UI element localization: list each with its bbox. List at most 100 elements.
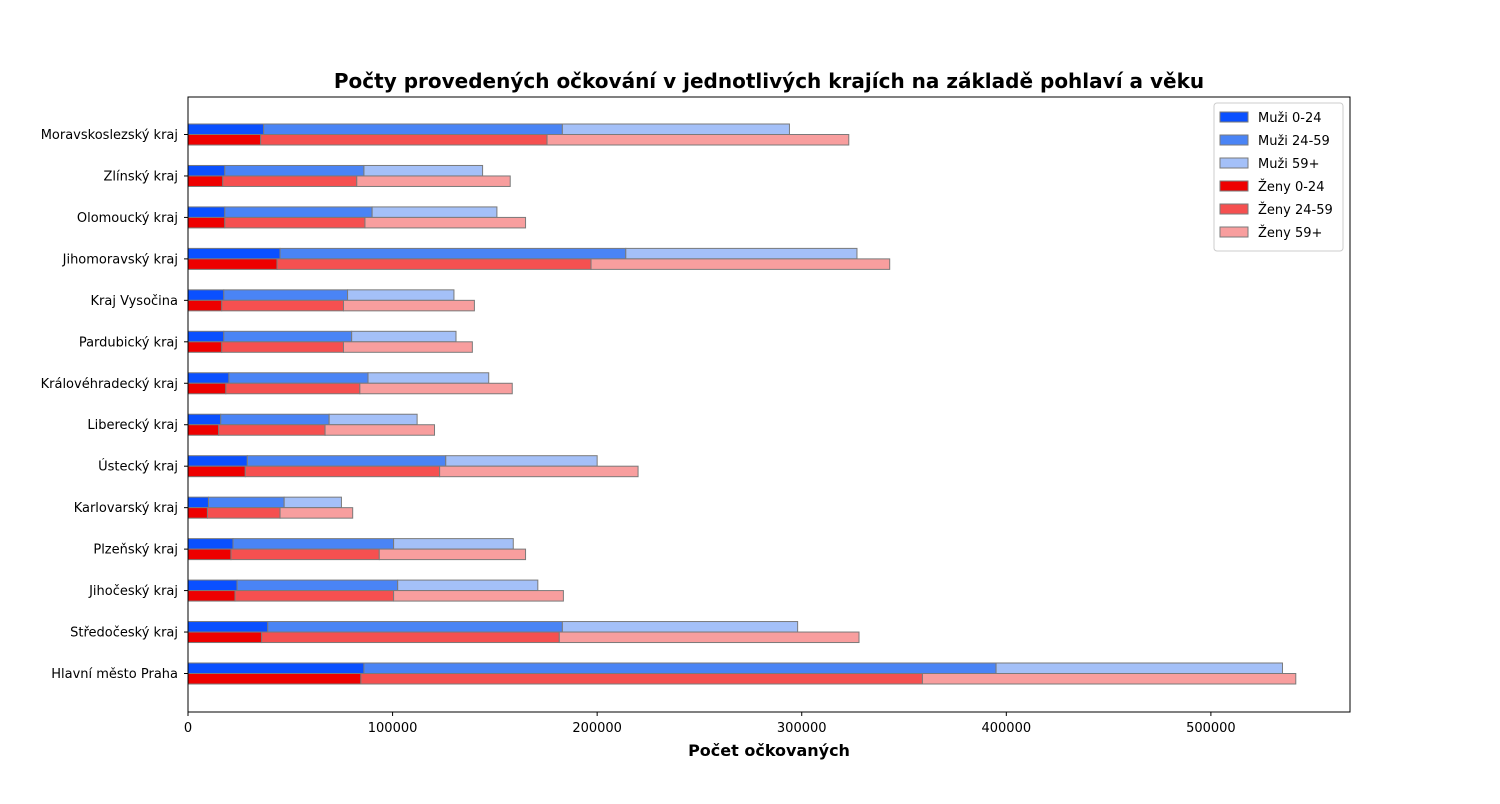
bar-ženy-24-59-7 [218, 424, 326, 436]
bar-muži-24-59-8 [246, 455, 447, 467]
bar-muži-24-59-4 [223, 289, 349, 301]
y-tick-label: Středočeský kraj [70, 626, 178, 641]
bar-muži-0-24-7 [187, 413, 222, 426]
bar-ženy-59-2 [364, 216, 527, 229]
bar-ženy-59-0 [546, 134, 850, 146]
x-tick-label: 200000 [572, 721, 622, 736]
y-tick-label: Karlovarský kraj [74, 501, 178, 516]
bar-ženy-0-24-0 [187, 134, 262, 146]
bar-ženy-59-9 [279, 507, 354, 519]
bar-ženy-24-59-8 [244, 465, 441, 478]
bar-ženy-24-59-5 [221, 341, 344, 353]
bar-ženy-24-59-13 [360, 673, 923, 685]
y-tick-label: Liberecký kraj [87, 418, 178, 433]
bar-ženy-24-59-2 [224, 216, 366, 229]
bar-muži-59-10 [393, 538, 514, 550]
bar-muži-24-59-13 [363, 662, 997, 674]
bar-ženy-59-4 [342, 299, 475, 312]
x-axis-label: Počet očkovaných [688, 741, 850, 760]
bar-ženy-59-3 [590, 258, 891, 270]
x-tick-label: 400000 [981, 721, 1031, 736]
bar-muži-0-24-0 [187, 123, 265, 135]
y-tick-label: Moravskoslezský kraj [41, 128, 178, 143]
bar-muži-0-24-4 [187, 289, 225, 301]
y-tick-label: Olomoucký kraj [77, 211, 178, 226]
chart-title: Počty provedených očkování v jednotlivýc… [334, 69, 1204, 93]
bar-muži-24-59-6 [228, 372, 369, 384]
bar-ženy-59-1 [356, 175, 511, 187]
bar-ženy-0-24-4 [187, 299, 223, 312]
y-tick-label: Plzeňský kraj [93, 543, 178, 558]
bar-ženy-0-24-6 [187, 382, 227, 395]
bar-muži-0-24-1 [187, 164, 226, 177]
bar-ženy-0-24-3 [187, 258, 278, 270]
bar-ženy-24-59-11 [234, 590, 395, 602]
bar-muži-24-59-0 [263, 123, 563, 135]
bar-ženy-24-59-0 [260, 134, 548, 146]
bar-muži-59-8 [445, 455, 598, 467]
plot-frame [187, 96, 1351, 713]
x-tick-label: 0 [184, 721, 192, 736]
bar-muži-59-13 [995, 662, 1283, 674]
legend-swatch [1219, 134, 1249, 146]
bar-muži-0-24-10 [187, 538, 234, 550]
bar-ženy-24-59-3 [276, 258, 592, 270]
bar-muži-24-59-2 [224, 206, 373, 218]
bar-ženy-59-10 [378, 548, 527, 561]
bar-muži-59-1 [363, 164, 484, 177]
y-axis: Moravskoslezský kraj Zlínský kraj Olomouck… [41, 128, 188, 682]
bar-muži-59-4 [347, 289, 455, 301]
legend-label: Ženy 0-24 [1258, 179, 1324, 195]
bar-ženy-24-59-9 [206, 507, 281, 519]
legend-swatch [1219, 226, 1249, 238]
legend-swatch [1219, 203, 1249, 215]
bar-muži-24-59-11 [236, 579, 399, 592]
bar-muži-59-7 [328, 413, 418, 426]
y-tick-label: Zlínský kraj [104, 169, 178, 184]
legend-label: Ženy 24-59 [1258, 202, 1333, 218]
x-tick-label: 300000 [777, 721, 827, 736]
legend-swatch [1219, 111, 1249, 123]
bar-muži-59-2 [371, 206, 498, 218]
x-tick-label: 500000 [1186, 721, 1236, 736]
y-tick-label: Královéhradecký kraj [41, 377, 178, 392]
bar-muži-59-9 [283, 496, 342, 509]
legend: Muži 0-24 Muži 24-59 Muži 59+ Ženy 0-24 Ženy… [1213, 102, 1344, 252]
bar-ženy-0-24-5 [187, 341, 223, 353]
bar-muži-0-24-5 [187, 330, 225, 343]
bar-muži-0-24-12 [187, 621, 269, 633]
bar-muži-24-59-3 [279, 247, 627, 260]
bar-ženy-0-24-12 [187, 631, 263, 644]
bar-ženy-59-13 [921, 673, 1297, 685]
y-tick-label: Kraj Vysočina [90, 294, 178, 309]
bar-muži-24-59-5 [223, 330, 353, 343]
legend-swatch [1219, 157, 1249, 169]
y-tick-label: Hlavní město Praha [51, 667, 178, 682]
bar-ženy-24-59-4 [221, 299, 344, 312]
bar-muži-0-24-2 [187, 206, 226, 218]
bar-ženy-24-59-1 [222, 175, 358, 187]
x-axis: 0 100000 200000 300000 400000 500000 [184, 712, 1236, 736]
bar-ženy-0-24-11 [187, 590, 236, 602]
bar-muži-24-59-10 [232, 538, 395, 550]
bar-ženy-0-24-9 [187, 507, 208, 519]
y-tick-label: Jihomoravský kraj [62, 252, 178, 267]
bar-muži-24-59-12 [267, 621, 563, 633]
bar-muži-59-6 [367, 372, 490, 384]
bar-muži-59-12 [561, 621, 799, 633]
bar-ženy-0-24-8 [187, 465, 246, 478]
bar-muži-0-24-9 [187, 496, 209, 509]
bar-ženy-59-5 [342, 341, 473, 353]
bar-ženy-0-24-1 [187, 175, 224, 187]
bar-ženy-59-11 [393, 590, 564, 602]
bar-muži-24-59-9 [207, 496, 285, 509]
bar-ženy-0-24-10 [187, 548, 232, 561]
bar-ženy-0-24-13 [187, 673, 362, 685]
bar-muži-24-59-7 [220, 413, 330, 426]
bar-ženy-59-12 [558, 631, 860, 644]
y-tick-label: Jihočeský kraj [88, 584, 178, 599]
bar-ženy-59-8 [439, 465, 639, 478]
x-tick-label: 100000 [368, 721, 418, 736]
